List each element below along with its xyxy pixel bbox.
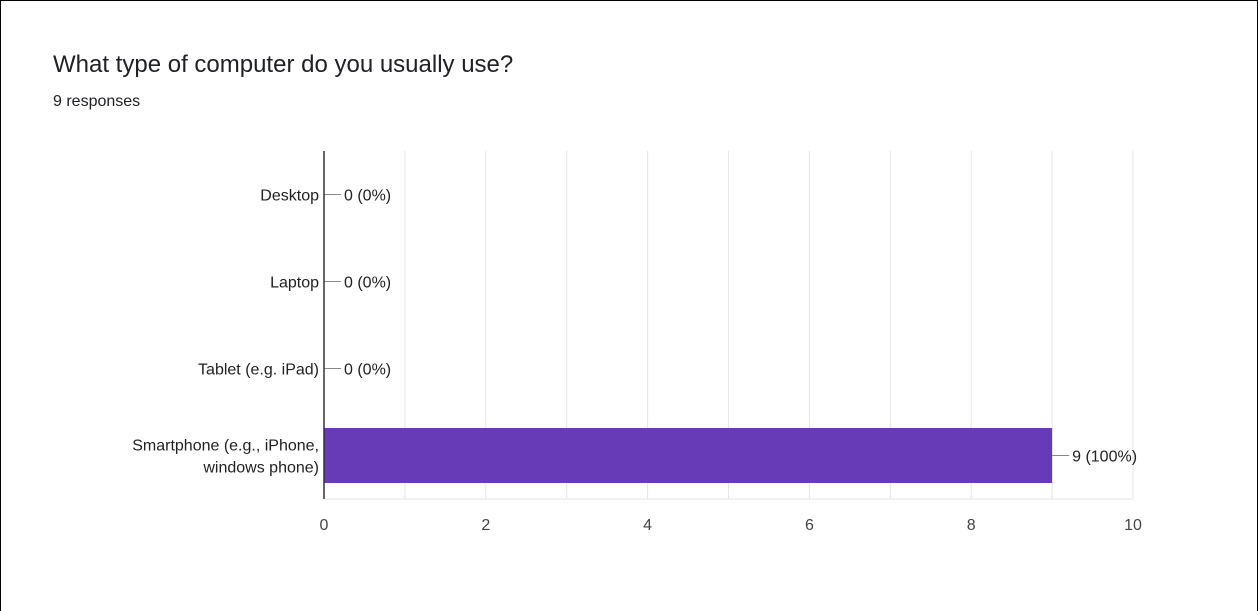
x-tick-label: 10 <box>1124 517 1142 534</box>
x-tick-label: 4 <box>643 517 652 534</box>
x-tick-label: 8 <box>967 517 976 534</box>
data-label: 9 (100%) <box>1072 449 1137 466</box>
bar-chart: 0 (0%) Desktop 0 (0%) Laptop 0 (0%) Tablet (e… <box>132 151 1142 534</box>
data-label: 0 (0%) <box>344 188 391 205</box>
chart-title: What type of computer do you usually use… <box>53 51 514 78</box>
category-label: Tablet (e.g. iPad) <box>198 362 319 379</box>
x-tick-label: 6 <box>805 517 814 534</box>
category-label: Smartphone (e.g., iPhone, <box>132 438 319 455</box>
category-label: Laptop <box>270 275 319 292</box>
x-tick-label: 2 <box>481 517 490 534</box>
bar <box>324 428 1053 483</box>
response-count: 9 responses <box>53 93 141 110</box>
category-label: windows phone) <box>202 460 319 477</box>
category-label: Desktop <box>260 188 319 205</box>
data-label: 0 (0%) <box>344 362 391 379</box>
x-tick-label: 0 <box>320 517 329 534</box>
data-label: 0 (0%) <box>344 275 391 292</box>
